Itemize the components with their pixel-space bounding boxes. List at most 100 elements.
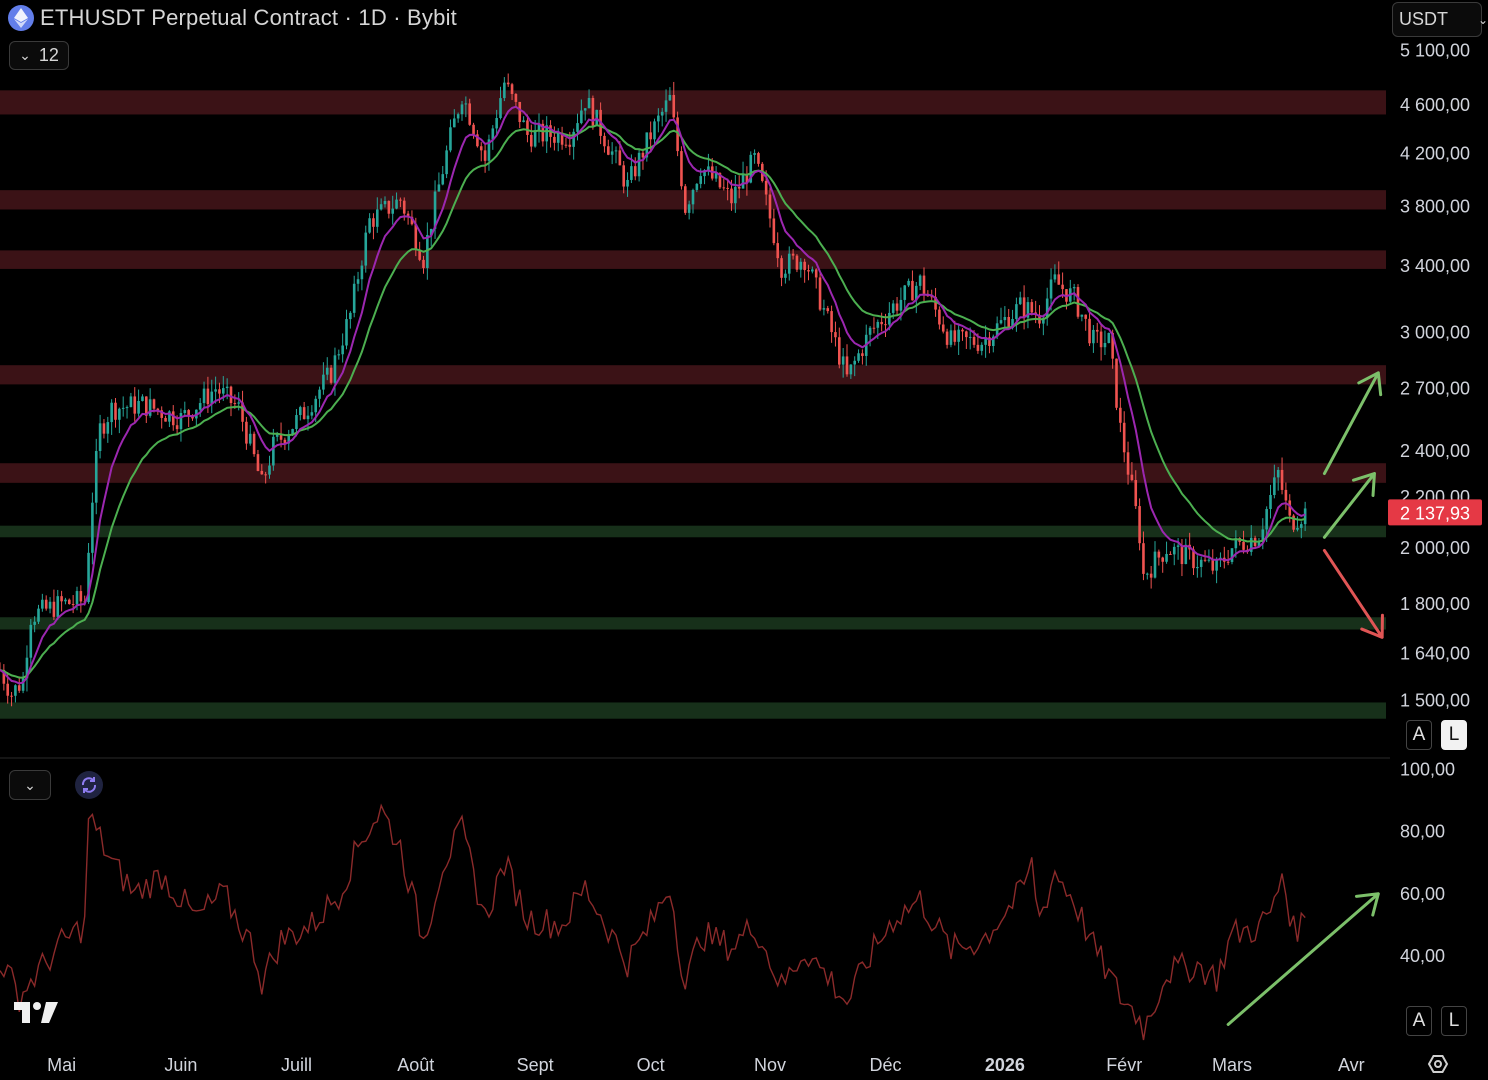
rsi-auto-scale-button[interactable]: A [1406,1006,1432,1036]
candle [784,269,787,284]
price-tick-label: 1 800,00 [1400,594,1470,614]
candle [1211,549,1215,575]
currency-select[interactable]: USDT ⌄ [1392,2,1488,37]
candle [372,213,375,240]
candle [580,99,583,125]
currency-label: USDT [1399,9,1448,29]
candle [395,192,398,210]
resistance-zone-4 [0,463,1386,483]
candle [560,126,564,150]
price-tick-label: 2 000,00 [1400,538,1470,558]
candle [94,438,98,515]
tradingview-logo[interactable] [12,999,60,1025]
candle [949,324,953,348]
candle [356,271,360,292]
candle [164,415,167,422]
candle [953,320,957,346]
candle [506,73,510,87]
candle [376,197,379,233]
candle [1076,284,1080,319]
candle [299,405,302,421]
candle [668,87,672,101]
candle [1026,297,1030,329]
chevron-down-icon: ⌄ [1478,12,1488,27]
candle [272,428,275,471]
candle [633,157,637,181]
price-tick-label: 3 800,00 [1400,197,1470,217]
candle [79,585,83,613]
log-scale-button[interactable]: L [1441,720,1467,750]
sync-icon[interactable] [75,771,103,799]
candle [187,409,190,427]
candle [241,390,244,432]
last-price-value: 2 137,93 [1400,503,1470,523]
candle [1269,484,1272,519]
candle [472,122,475,139]
candle [1172,543,1176,566]
candle [1092,325,1095,353]
support-zone-5 [0,525,1386,538]
candle [1130,462,1134,482]
candle [306,406,310,431]
candle [14,684,17,703]
candle [214,376,217,404]
candle [787,246,791,281]
candle [110,399,113,435]
price-tick-label: 4 600,00 [1400,95,1470,115]
candle [510,82,514,101]
candle [44,595,48,611]
candle [468,98,471,126]
candle [429,228,433,247]
candle [999,307,1003,325]
candle [799,258,803,278]
rsi-log-scale-button[interactable]: L [1441,1006,1467,1036]
candle [171,405,175,431]
rsi-arrow-0 [1226,892,1380,1026]
symbol-header[interactable]: ETHUSDT Perpetual Contract · 1D · Bybit [8,4,457,32]
candle [938,306,941,330]
candle [260,464,264,475]
resistance-zone-3 [0,365,1386,385]
time-tick-label: Sept [517,1055,554,1075]
candle [141,394,144,402]
candle [830,305,833,343]
candle [1122,411,1126,463]
candle [1018,291,1022,306]
candle [992,334,995,353]
candle [957,323,960,356]
price-tick-label: 1 500,00 [1400,691,1470,711]
candle [137,389,140,417]
indicators-toggle[interactable]: ⌄ 12 [9,41,69,70]
candle [325,357,329,381]
resistance-zone-0 [0,90,1386,115]
candle [202,381,206,409]
candle [1230,548,1234,565]
candle [980,342,984,356]
chevron-down-icon: ⌄ [19,47,31,63]
candle [341,333,344,363]
candle [807,264,810,281]
candle [583,108,587,121]
candle [1153,541,1157,579]
settings-gear-icon[interactable] [1427,1055,1449,1073]
candle [1099,323,1103,361]
auto-scale-button[interactable]: A [1406,720,1432,750]
candle [1015,297,1018,332]
candle [672,81,676,119]
price-tick-label: 2 700,00 [1400,378,1470,398]
time-tick-label: Nov [754,1055,786,1075]
rsi-tick-label: 100,00 [1400,759,1455,779]
support-zone-6 [0,617,1386,630]
pane-collapse-toggle[interactable]: ⌄ [9,770,51,800]
time-tick-label: Juin [164,1055,197,1075]
candle [845,344,849,377]
time-tick-label: Déc [869,1055,901,1075]
candle [310,405,314,420]
candle [915,281,918,314]
candle [10,691,13,707]
candle [1196,555,1199,578]
candle [1003,306,1007,329]
candle [2,664,6,691]
candle [961,328,964,341]
